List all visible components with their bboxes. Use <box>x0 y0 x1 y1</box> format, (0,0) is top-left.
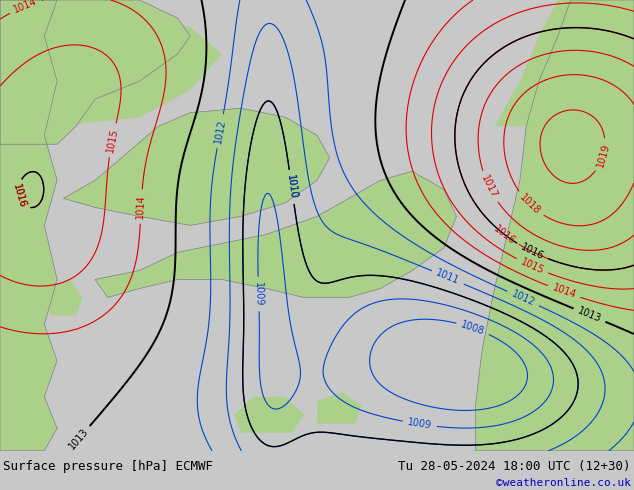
Text: ©weatheronline.co.uk: ©weatheronline.co.uk <box>496 478 631 488</box>
Text: 1014: 1014 <box>551 283 577 300</box>
Text: Tu 28-05-2024 18:00 UTC (12+30): Tu 28-05-2024 18:00 UTC (12+30) <box>398 460 631 473</box>
Text: 1013: 1013 <box>576 306 603 324</box>
Text: 1014: 1014 <box>12 0 39 15</box>
Text: 1013: 1013 <box>67 427 90 452</box>
Text: 1012: 1012 <box>510 289 536 308</box>
Text: 1014: 1014 <box>136 194 146 219</box>
Text: 1015: 1015 <box>519 257 545 276</box>
Text: 1019: 1019 <box>595 142 611 169</box>
Polygon shape <box>0 0 57 451</box>
Text: 1015: 1015 <box>105 127 120 153</box>
Polygon shape <box>0 0 190 144</box>
Polygon shape <box>476 0 634 451</box>
Text: 1016: 1016 <box>492 223 517 246</box>
Polygon shape <box>44 279 82 316</box>
Text: 1010: 1010 <box>285 174 299 200</box>
Text: 1009: 1009 <box>407 417 433 431</box>
Text: 1016: 1016 <box>11 183 27 209</box>
Text: 1009: 1009 <box>253 282 264 306</box>
Text: 1008: 1008 <box>460 319 486 337</box>
Polygon shape <box>235 397 304 433</box>
Polygon shape <box>95 172 456 297</box>
Text: 1016: 1016 <box>519 242 545 262</box>
Polygon shape <box>63 108 330 225</box>
Text: 1012: 1012 <box>213 118 228 144</box>
Text: 1017: 1017 <box>479 173 499 200</box>
Text: 1010: 1010 <box>285 174 299 200</box>
Text: Surface pressure [hPa] ECMWF: Surface pressure [hPa] ECMWF <box>3 460 213 473</box>
Text: 1018: 1018 <box>518 193 542 217</box>
Polygon shape <box>57 0 222 126</box>
Text: 1011: 1011 <box>434 268 461 287</box>
Polygon shape <box>495 0 634 126</box>
Polygon shape <box>317 392 361 424</box>
Text: 1016: 1016 <box>11 183 27 209</box>
